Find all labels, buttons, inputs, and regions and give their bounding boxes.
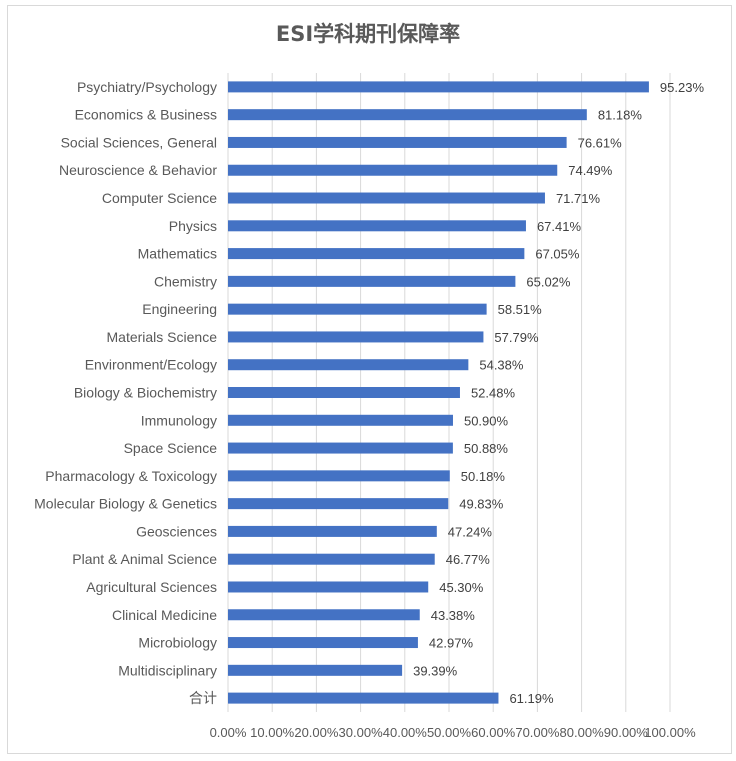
bar <box>228 609 420 621</box>
x-tick-label: 90.00% <box>604 725 649 740</box>
bar <box>228 359 469 371</box>
x-tick-label: 40.00% <box>383 725 428 740</box>
category-label: Environment/Ecology <box>85 357 217 373</box>
data-label: 58.51% <box>498 302 543 317</box>
bar <box>228 387 460 398</box>
data-label: 95.23% <box>660 80 705 95</box>
bar <box>228 525 437 537</box>
bar <box>228 248 525 260</box>
category-label: Psychiatry/Psychology <box>77 79 217 95</box>
bar <box>228 692 499 704</box>
category-label: Economics & Business <box>75 107 217 123</box>
category-label: Materials Science <box>107 329 218 345</box>
bar <box>228 81 649 93</box>
category-label: Molecular Biology & Genetics <box>34 496 217 512</box>
category-label: 合计 <box>189 690 217 706</box>
data-label: 39.39% <box>413 663 458 678</box>
x-tick-label: 20.00% <box>294 725 339 740</box>
data-label: 50.90% <box>464 413 509 428</box>
x-tick-label: 70.00% <box>515 725 560 740</box>
category-label: Plant & Animal Science <box>72 551 217 567</box>
bar <box>228 192 545 204</box>
category-label: Mathematics <box>138 246 217 262</box>
data-label: 43.38% <box>431 608 476 623</box>
category-label: Pharmacology & Toxicology <box>45 468 217 484</box>
bar <box>228 470 450 482</box>
data-label: 67.41% <box>537 219 582 234</box>
category-label: Multidisciplinary <box>118 662 217 678</box>
x-tick-label: 80.00% <box>560 725 605 740</box>
data-label: 71.71% <box>556 191 601 206</box>
category-label: Biology & Biochemistry <box>74 385 217 401</box>
bar <box>228 303 487 315</box>
data-label: 52.48% <box>471 386 516 401</box>
bar <box>228 275 516 287</box>
bar <box>228 220 526 232</box>
data-label: 74.49% <box>568 163 613 178</box>
data-label: 42.97% <box>429 636 474 651</box>
data-label: 46.77% <box>446 552 491 567</box>
x-tick-label: 30.00% <box>339 725 384 740</box>
category-label: Social Sciences, General <box>61 134 217 150</box>
x-tick-label: 100.00% <box>644 725 696 740</box>
chart-frame <box>7 5 732 754</box>
data-label: 61.19% <box>509 691 554 706</box>
data-label: 67.05% <box>535 247 580 262</box>
data-label: 57.79% <box>494 330 539 345</box>
bar <box>228 442 453 454</box>
data-label: 76.61% <box>578 135 623 150</box>
category-label: Neuroscience & Behavior <box>59 162 217 178</box>
bar <box>228 109 587 121</box>
bar <box>228 414 453 426</box>
chart-title: ESI学科期刊保障率 <box>275 22 461 46</box>
data-label: 65.02% <box>526 274 571 289</box>
data-label: 47.24% <box>448 524 493 539</box>
category-label: Engineering <box>142 301 217 317</box>
x-tick-label: 60.00% <box>471 725 516 740</box>
category-label: Immunology <box>141 412 217 428</box>
data-label: 49.83% <box>459 497 504 512</box>
bar <box>228 664 403 676</box>
data-label: 45.30% <box>439 580 484 595</box>
data-label: 81.18% <box>598 108 643 123</box>
data-label: 54.38% <box>479 358 524 373</box>
category-label: Agricultural Sciences <box>86 579 217 595</box>
bar <box>228 637 418 649</box>
category-label: Physics <box>169 218 217 234</box>
bar <box>228 553 435 565</box>
bar <box>228 164 558 176</box>
category-label: Clinical Medicine <box>112 607 217 623</box>
x-tick-label: 0.00% <box>210 725 247 740</box>
bar <box>228 331 484 343</box>
category-label: Chemistry <box>154 273 217 289</box>
category-label: Geosciences <box>136 523 217 539</box>
bar <box>228 581 429 593</box>
data-label: 50.88% <box>464 441 509 456</box>
category-label: Computer Science <box>102 190 217 206</box>
category-label: Microbiology <box>138 635 217 651</box>
data-label: 50.18% <box>461 469 506 484</box>
x-tick-label: 50.00% <box>427 725 472 740</box>
bar <box>228 498 449 510</box>
category-label: Space Science <box>124 440 218 456</box>
x-tick-label: 10.00% <box>250 725 295 740</box>
bar <box>228 136 567 148</box>
